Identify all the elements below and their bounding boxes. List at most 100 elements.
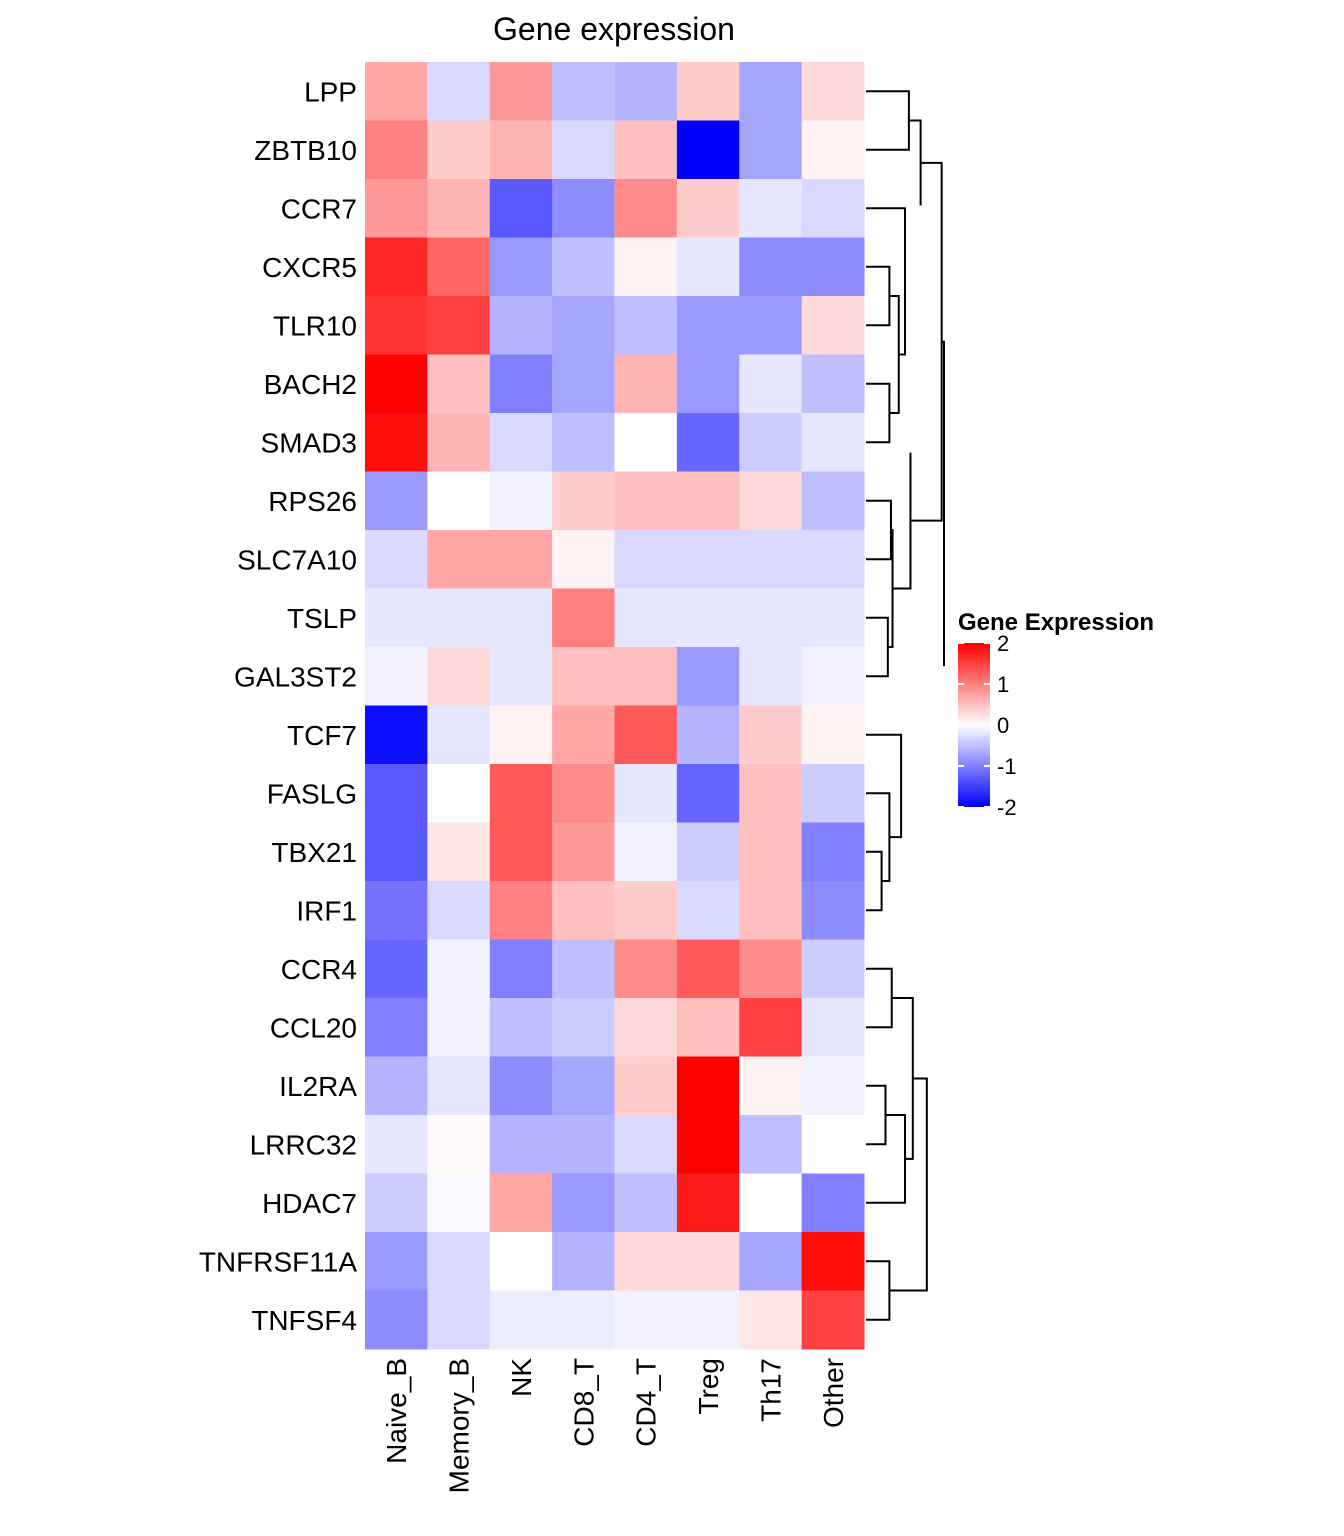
- heatmap-cell: [552, 530, 615, 589]
- heatmap-cell: [801, 998, 865, 1057]
- column-label: Memory_B: [444, 1358, 475, 1493]
- heatmap-cell: [614, 120, 678, 180]
- heatmap-cell: [676, 822, 740, 882]
- dendrogram-branch: [866, 967, 893, 1029]
- heatmap-cell: [365, 1115, 428, 1174]
- heatmap-cell: [427, 413, 491, 472]
- heatmap-cell: [489, 413, 553, 472]
- heatmap-cell: [427, 530, 491, 589]
- heatmap-cell: [365, 881, 428, 940]
- dendrogram-branch: [866, 1084, 887, 1146]
- heatmap-cell: [552, 647, 615, 706]
- heatmap-cell: [552, 881, 615, 940]
- heatmap-cell: [801, 237, 865, 297]
- heatmap-cell: [676, 1056, 740, 1116]
- column-label: CD4_T: [631, 1358, 662, 1447]
- heatmap-cell: [427, 120, 491, 180]
- heatmap-cell: [365, 120, 428, 180]
- dendrogram-branch: [892, 452, 912, 590]
- heatmap-cell: [676, 530, 740, 589]
- heatmap-cell: [552, 822, 615, 882]
- dendrogram-branch: [866, 1260, 891, 1321]
- heatmap-cell: [552, 705, 615, 765]
- heatmap-cell: [676, 237, 740, 297]
- heatmap-cell: [552, 413, 615, 472]
- heatmap-cell: [552, 1173, 615, 1233]
- heatmap-cell: [427, 237, 491, 297]
- row-label: LRRC32: [250, 1129, 357, 1160]
- heatmap-cell: [739, 1173, 803, 1233]
- heatmap-cell: [365, 1173, 428, 1233]
- legend-tick-label: 0: [997, 713, 1009, 738]
- heatmap-cell: [801, 647, 865, 706]
- row-label: TLR10: [273, 310, 357, 341]
- heatmap-cell: [552, 237, 615, 297]
- legend-title: Gene Expression: [958, 609, 1154, 636]
- dendrogram-branch: [866, 499, 892, 561]
- heatmap-cell: [614, 705, 678, 765]
- heatmap-cell: [489, 881, 553, 940]
- heatmap-cell: [365, 998, 428, 1057]
- row-label: ZBTB10: [254, 135, 357, 166]
- heatmap-cells: [365, 62, 865, 1350]
- heatmap-cell: [801, 354, 865, 414]
- heatmap-cell: [614, 471, 678, 531]
- heatmap-cell: [801, 296, 865, 355]
- heatmap-cell: [614, 296, 678, 355]
- heatmap-cell: [427, 998, 491, 1057]
- row-label: TCF7: [287, 720, 357, 751]
- dendrogram-branch: [866, 792, 891, 882]
- heatmap-cell: [614, 822, 678, 882]
- dendrogram-branch: [866, 265, 891, 327]
- heatmap-cell: [489, 530, 553, 589]
- dendrogram-branch: [891, 997, 914, 1160]
- row-label: SMAD3: [261, 427, 357, 458]
- heatmap-cell: [427, 1115, 491, 1174]
- heatmap-cell: [614, 62, 678, 121]
- heatmap-cell: [676, 764, 740, 823]
- heatmap-cell: [739, 179, 803, 238]
- heatmap-cell: [427, 1232, 491, 1291]
- dendrogram-branch: [866, 616, 889, 678]
- heatmap-cell: [365, 822, 428, 882]
- heatmap-cell: [801, 1173, 865, 1233]
- dendrogram-branch: [866, 733, 903, 839]
- heatmap-cell: [801, 179, 865, 238]
- column-label: CD8_T: [568, 1358, 599, 1447]
- heatmap-cell: [739, 413, 803, 472]
- row-label: HDAC7: [262, 1188, 357, 1219]
- heatmap-cell: [489, 705, 553, 765]
- heatmap-cell: [365, 530, 428, 589]
- heatmap-cell: [676, 1173, 740, 1233]
- heatmap-cell: [739, 1115, 803, 1174]
- heatmap-cell: [739, 530, 803, 589]
- heatmap-cell: [489, 1232, 553, 1291]
- heatmap-cell: [552, 1056, 615, 1116]
- color-legend: Gene Expression 2 1 0 -1 -2: [958, 609, 1154, 820]
- heatmap-cell: [614, 1056, 678, 1116]
- heatmap-cell: [801, 120, 865, 180]
- heatmap-cell: [427, 354, 491, 414]
- heatmap-cell: [614, 939, 678, 999]
- heatmap-cell: [365, 1290, 428, 1350]
- heatmap-cell: [676, 588, 740, 648]
- column-label: Treg: [693, 1358, 724, 1415]
- heatmap-cell: [676, 296, 740, 355]
- heatmap-cell: [427, 822, 491, 882]
- row-labels: LPP ZBTB10 CCR7 CXCR5 TLR10 BACH2 SMAD3 RPS26 SL…: [199, 76, 357, 1336]
- heatmap-cell: [801, 881, 865, 940]
- heatmap-cell: [739, 1056, 803, 1116]
- column-label: Naive_B: [381, 1358, 412, 1464]
- heatmap-cell: [365, 62, 428, 121]
- heatmap-cell: [614, 1173, 678, 1233]
- heatmap-cell: [552, 1290, 615, 1350]
- heatmap-cell: [427, 588, 491, 648]
- heatmap-cell: [739, 120, 803, 180]
- heatmap-cell: [365, 354, 428, 414]
- row-label: TNFSF4: [251, 1305, 357, 1336]
- heatmap-cell: [739, 354, 803, 414]
- heatmap-cell: [427, 179, 491, 238]
- heatmap-cell: [552, 471, 615, 531]
- row-label: CCL20: [270, 1012, 357, 1043]
